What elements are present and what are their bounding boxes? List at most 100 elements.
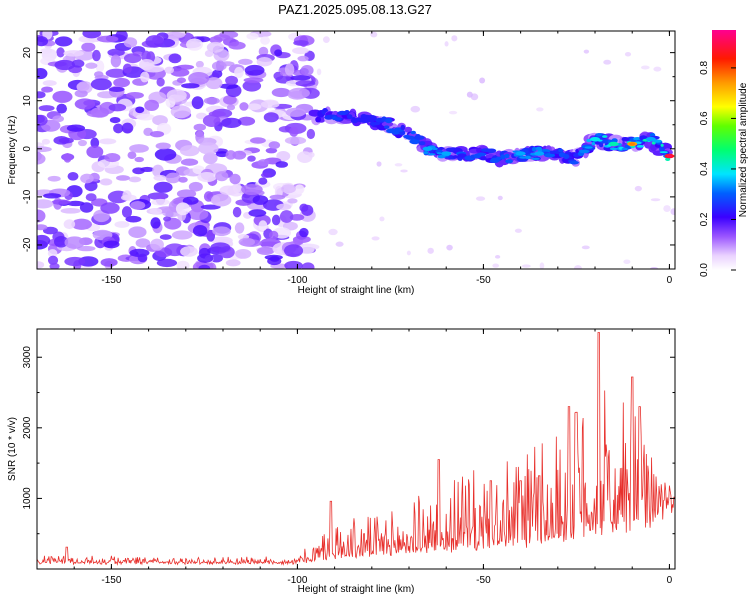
noise-cell: [198, 142, 219, 155]
ridge-cell: [602, 135, 608, 138]
noise-cell: [237, 116, 256, 126]
noise-cell: [154, 148, 177, 161]
noise-cell: [603, 59, 612, 65]
ridge-peak: [534, 151, 545, 156]
noise-cell: [241, 183, 263, 196]
y-tick-label: 3000: [22, 346, 33, 369]
noise-cell: [271, 87, 291, 98]
x-tick-label: -100: [287, 575, 307, 586]
noise-cell: [47, 249, 58, 258]
ridge-cell: [418, 141, 426, 146]
noise-cell: [379, 216, 385, 222]
x-tick-label: 0: [667, 275, 673, 286]
noise-cell: [109, 117, 121, 124]
noise-cell: [165, 172, 181, 184]
ridge-cell: [569, 160, 580, 165]
ridge-cell: [346, 114, 353, 120]
figure-title: PAZ1.2025.095.08.13.G27: [278, 2, 432, 17]
ridge-cell: [366, 114, 377, 121]
noise-cell: [181, 83, 200, 89]
noise-cell: [370, 31, 378, 38]
spectrogram-plot-area: [37, 31, 675, 269]
noise-cell: [123, 37, 138, 48]
ridge-cell: [404, 126, 413, 133]
noise-cell: [448, 110, 458, 115]
noise-cell: [155, 142, 171, 150]
ridge-cell: [537, 149, 543, 152]
ridge-cell: [584, 146, 593, 149]
noise-cell: [153, 174, 167, 181]
noise-cell: [256, 57, 273, 67]
noise-cell: [212, 226, 231, 237]
noise-cell: [623, 259, 631, 264]
noise-cell: [54, 36, 73, 47]
noise-cell: [290, 75, 311, 81]
noise-cell: [248, 209, 267, 217]
colorbar-tick-label: 0.6: [699, 111, 710, 125]
noise-cell: [156, 258, 178, 268]
noise-cell: [37, 261, 45, 269]
noise-cell: [539, 262, 545, 269]
ridge-cell: [385, 117, 393, 124]
noise-cell: [670, 208, 675, 215]
noise-cell: [99, 178, 113, 186]
noise-cell: [269, 255, 280, 262]
noise-cell: [200, 204, 221, 210]
x-tick-label: -50: [476, 275, 491, 286]
noise-cell: [284, 260, 303, 269]
ridge-cell: [360, 113, 367, 119]
noise-cell: [164, 243, 186, 257]
noise-cell: [446, 244, 453, 251]
noise-cell: [128, 176, 142, 183]
noise-cell: [242, 80, 262, 92]
noise-cell: [268, 230, 279, 240]
ridge-cell: [658, 146, 665, 152]
noise-cell: [121, 206, 133, 218]
noise-cell: [144, 99, 160, 112]
colorbar: 0.0 0.2 0.4 0.6 0.8 Normalized spectral ampl…: [699, 30, 749, 277]
ridge-cell: [409, 138, 421, 145]
noise-cell: [170, 105, 191, 119]
noise-cell: [536, 107, 544, 112]
noise-cell: [37, 142, 45, 148]
noise-cell: [269, 194, 286, 200]
noise-cell: [514, 228, 522, 233]
noise-cell: [127, 151, 137, 159]
noise-cell: [206, 41, 225, 53]
noise-cell: [223, 95, 237, 105]
noise-cell: [371, 236, 380, 241]
frequency-ridge: [308, 106, 675, 168]
noise-cell: [203, 97, 220, 105]
noise-cell: [274, 49, 283, 57]
colorbar-tick-label: 0.2: [699, 212, 710, 226]
noise-cell: [225, 259, 241, 267]
noise-cell: [64, 256, 86, 267]
noise-cell: [85, 193, 97, 202]
noise-cell: [328, 228, 338, 236]
noise-cell: [247, 155, 256, 162]
noise-cell: [280, 184, 296, 194]
noise-cell: [115, 31, 128, 42]
noise-cell: [284, 63, 295, 76]
noise-cell: [228, 41, 246, 50]
ridge-cell: [413, 135, 425, 140]
ridge-cell: [611, 138, 618, 143]
ridge-cell: [322, 108, 328, 112]
y-tick-label: 20: [22, 47, 33, 59]
noise-cell: [136, 113, 155, 121]
ridge-cell: [504, 153, 510, 159]
spectrogram-y-axis-title: Frequency (Hz): [7, 116, 18, 185]
ridge-cell: [591, 142, 596, 146]
ridge-cell: [609, 147, 618, 151]
colorbar-ticks: 0.0 0.2 0.4 0.6 0.8: [699, 61, 736, 277]
x-tick-label: -100: [287, 275, 307, 286]
noise-cell: [287, 198, 298, 204]
noise-cell: [80, 173, 94, 184]
noise-cell: [114, 221, 130, 228]
ridge-cell: [359, 118, 371, 124]
spectrogram-x-axis-title: Height of straight line (km): [298, 285, 415, 296]
noise-cell: [234, 222, 245, 234]
noise-cell: [66, 124, 86, 132]
noise-cell: [299, 203, 309, 212]
noise-cell: [205, 77, 223, 90]
